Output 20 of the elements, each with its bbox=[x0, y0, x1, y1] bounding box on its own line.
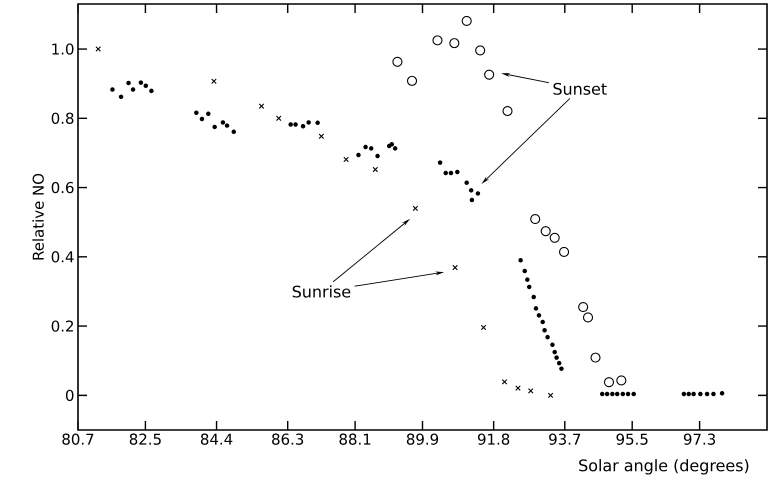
y-tick-label: 0.4 bbox=[52, 251, 74, 262]
y-axis-title: Relative NO bbox=[32, 174, 44, 260]
y-tick-label: 0.6 bbox=[52, 182, 74, 194]
x-tick-label: 86.3 bbox=[272, 434, 304, 445]
annotation: Sunset bbox=[553, 82, 607, 95]
y-tick-label: 0.2 bbox=[52, 320, 73, 332]
x-tick-label: 97.3 bbox=[684, 434, 716, 445]
annotation: Sunrise bbox=[292, 285, 350, 298]
x-tick-label: 84.4 bbox=[200, 434, 232, 445]
x-tick-label: 95.5 bbox=[616, 434, 648, 445]
x-tick-label: 93.7 bbox=[549, 434, 580, 445]
x-tick-label: 80.7 bbox=[62, 434, 94, 445]
x-tick-label: 88.1 bbox=[339, 434, 370, 445]
y-tick-label: 0 bbox=[66, 390, 74, 402]
y-tick-label: 1.0 bbox=[52, 43, 74, 55]
y-tick-label: 0.8 bbox=[52, 112, 74, 124]
x-axis-title: Solar angle (degrees) bbox=[579, 459, 748, 475]
x-tick-label: 89.9 bbox=[406, 434, 438, 445]
x-tick-label: 82.5 bbox=[130, 434, 161, 445]
x-tick-label: 91.8 bbox=[478, 434, 510, 445]
